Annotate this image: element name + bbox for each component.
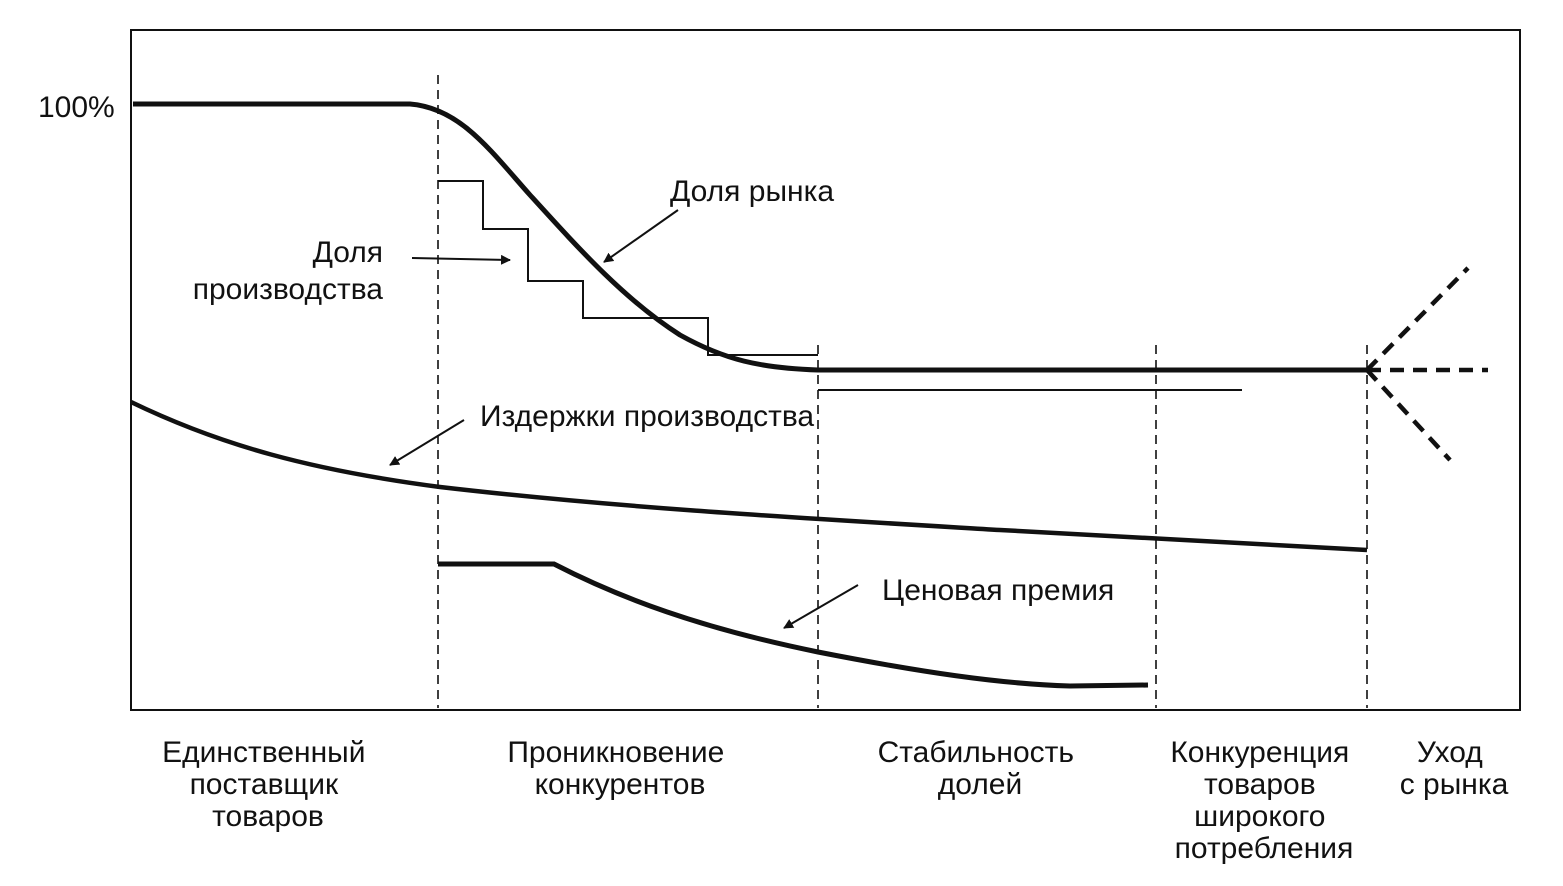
phase-label-competitor-entry: Проникновение конкурентов xyxy=(507,736,732,801)
price-premium-label: Ценовая премия xyxy=(882,574,1114,607)
market-share-curve xyxy=(133,101,1367,373)
phase-competitor-entry-line-1: Проникновение xyxy=(507,736,724,769)
production-share-steps xyxy=(438,180,818,356)
phase-market-exit-line-1: Уход xyxy=(1417,736,1483,769)
y-axis-100-label: 100% xyxy=(38,91,115,124)
production-share-label-line1: Доля xyxy=(313,236,383,269)
phase-commodity-line-1: Конкуренция xyxy=(1170,736,1349,769)
production-share-arrow xyxy=(411,254,511,265)
market-share-label: Доля рынка xyxy=(670,175,834,208)
phase-competitor-entry-line-2: конкурентов xyxy=(535,768,706,801)
phase-sole-supplier-line-3: товаров xyxy=(212,800,324,833)
pointer-arrows xyxy=(389,209,859,629)
phase-sole-supplier-line-2: поставщик xyxy=(190,768,339,801)
phase-share-stability-line-2: долей xyxy=(938,768,1022,801)
phase-label-sole-supplier: Единственный поставщик товаров xyxy=(162,736,374,833)
price-premium-arrow xyxy=(783,584,859,629)
production-costs-arrow xyxy=(389,419,465,466)
production-costs-label: Издержки производства xyxy=(480,400,814,433)
production-share-label-line2: производства xyxy=(193,273,384,306)
phase-label-commodity-competition: Конкуренция товаров широкого потребления xyxy=(1170,736,1357,865)
market-share-arrow xyxy=(603,209,679,263)
phase-label-market-exit: Уход с рынка xyxy=(1400,736,1509,801)
phase-commodity-line-3: широкого xyxy=(1194,800,1325,833)
phase-commodity-line-4: потребления xyxy=(1175,832,1354,865)
exit-scenario-down xyxy=(1365,368,1452,462)
production-costs-curve xyxy=(130,399,1368,553)
phase-sole-supplier-line-1: Единственный xyxy=(162,736,365,769)
phase-dividers xyxy=(437,75,1368,708)
phase-commodity-line-2: товаров xyxy=(1204,768,1316,801)
exit-scenarios xyxy=(1365,266,1488,462)
phase-labels: Единственный поставщик товаров Проникнов… xyxy=(162,736,1508,865)
phase-label-share-stability: Стабильность долей xyxy=(878,736,1083,801)
phase-market-exit-line-2: с рынка xyxy=(1400,768,1509,801)
plot-frame xyxy=(130,29,1521,711)
price-premium-curve xyxy=(438,561,1149,689)
phase-share-stability-line-1: Стабильность xyxy=(878,736,1074,769)
exit-scenario-up xyxy=(1365,266,1470,372)
